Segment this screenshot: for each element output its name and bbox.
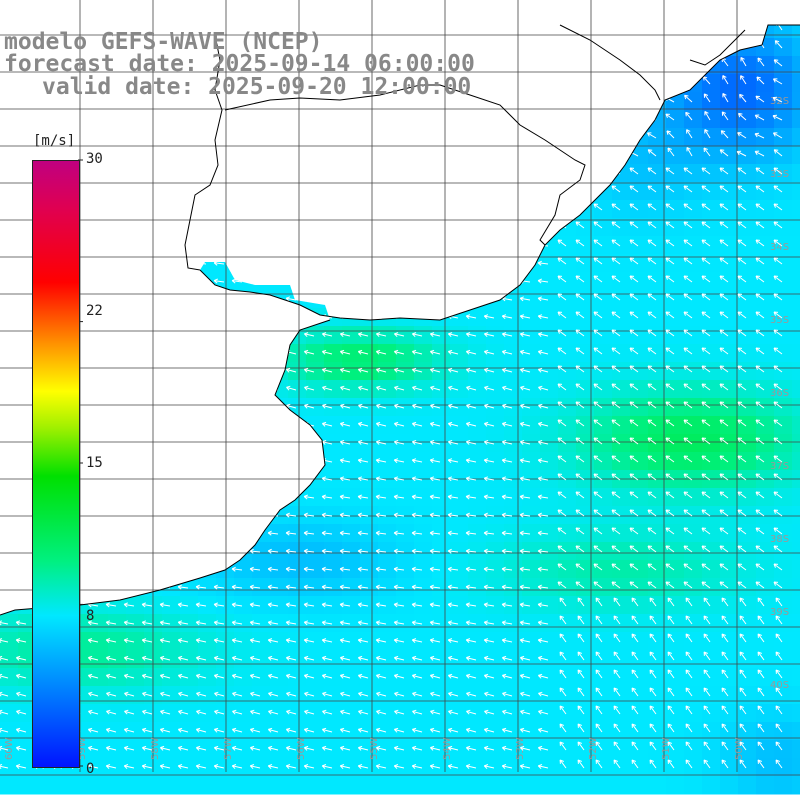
lat-label: 39S [770, 607, 789, 618]
lat-label: 33S [770, 169, 789, 180]
lat-label: 38S [770, 534, 789, 545]
lat-label: 32S [770, 96, 789, 107]
grid-labels: 32S 33S 34S 35S 36S 37S 38S 39S 40S 60W 59W 58W 57W 5… [4, 96, 789, 760]
lat-lon-grid [0, 0, 800, 776]
lon-label: 55W [369, 737, 380, 760]
model-title: modelo GEFS-WAVE (NCEP) [4, 29, 323, 55]
lon-label: 56W [296, 737, 307, 760]
forecast-date: forecast date: 2025-09-14 06:00:00 [4, 51, 475, 77]
lon-label: 51W [661, 737, 672, 760]
lon-label: 59W [77, 737, 88, 760]
lat-label: 36S [770, 388, 789, 399]
lat-label: 34S [770, 242, 789, 253]
lon-label: 60W [4, 737, 15, 760]
lon-label: 52W [588, 737, 599, 760]
lat-label: 40S [770, 680, 789, 691]
valid-date: valid date: 2025-09-20 12:00:00 [42, 74, 472, 100]
lat-label: 37S [770, 461, 789, 472]
lon-label: 58W [150, 737, 161, 760]
lon-label: 53W [515, 737, 526, 760]
lon-label: 57W [223, 737, 234, 760]
lon-label: 54W [442, 737, 453, 760]
lon-label: 50W [734, 737, 745, 760]
coastline [0, 24, 800, 616]
lat-label: 35S [770, 315, 789, 326]
